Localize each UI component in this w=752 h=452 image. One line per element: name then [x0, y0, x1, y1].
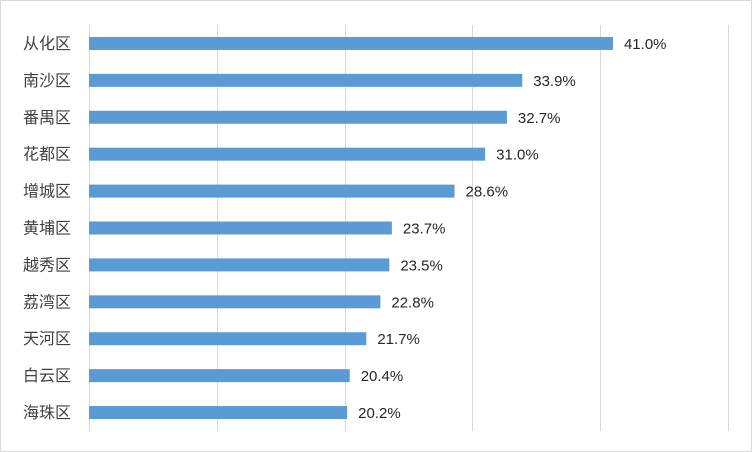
data-label-2: 32.7% — [518, 110, 561, 127]
data-label-9: 20.4% — [361, 368, 404, 385]
data-label-3: 31.0% — [496, 147, 539, 164]
category-label-3: 花都区 — [23, 145, 71, 164]
bar-layer — [89, 36, 613, 420]
bar-8 — [89, 332, 367, 346]
category-label-8: 天河区 — [23, 329, 71, 348]
bar-6 — [89, 258, 390, 272]
bar-2 — [89, 110, 507, 124]
bar-7 — [89, 295, 381, 309]
value-label-layer: 41.0% 33.9% 32.7% 31.0% 28.6% 23.7% 23.5% 22.8%… — [358, 36, 666, 422]
category-label-2: 番禺区 — [23, 108, 71, 127]
bar-10 — [89, 406, 348, 420]
bar-9 — [89, 369, 350, 383]
category-label-10: 海珠区 — [23, 403, 71, 422]
data-label-10: 20.2% — [358, 405, 401, 422]
bar-0 — [89, 36, 613, 50]
category-label-4: 增城区 — [23, 182, 71, 201]
data-label-7: 22.8% — [391, 294, 434, 311]
category-label-5: 黄埔区 — [23, 219, 71, 238]
category-label-1: 南沙区 — [23, 71, 71, 90]
category-label-7: 荔湾区 — [23, 292, 71, 311]
bar-4 — [89, 184, 455, 198]
data-label-0: 41.0% — [624, 36, 667, 53]
bar-1 — [89, 73, 523, 87]
data-label-6: 23.5% — [400, 257, 443, 274]
data-label-5: 23.7% — [403, 221, 446, 238]
bar-5 — [89, 221, 392, 235]
category-label-9: 白云区 — [23, 366, 71, 385]
category-label-6: 越秀区 — [23, 255, 71, 274]
data-label-1: 33.9% — [533, 73, 576, 90]
data-label-8: 21.7% — [377, 331, 420, 348]
bar-3 — [89, 147, 486, 161]
category-label-0: 从化区 — [23, 34, 71, 53]
data-label-4: 28.6% — [466, 184, 509, 201]
